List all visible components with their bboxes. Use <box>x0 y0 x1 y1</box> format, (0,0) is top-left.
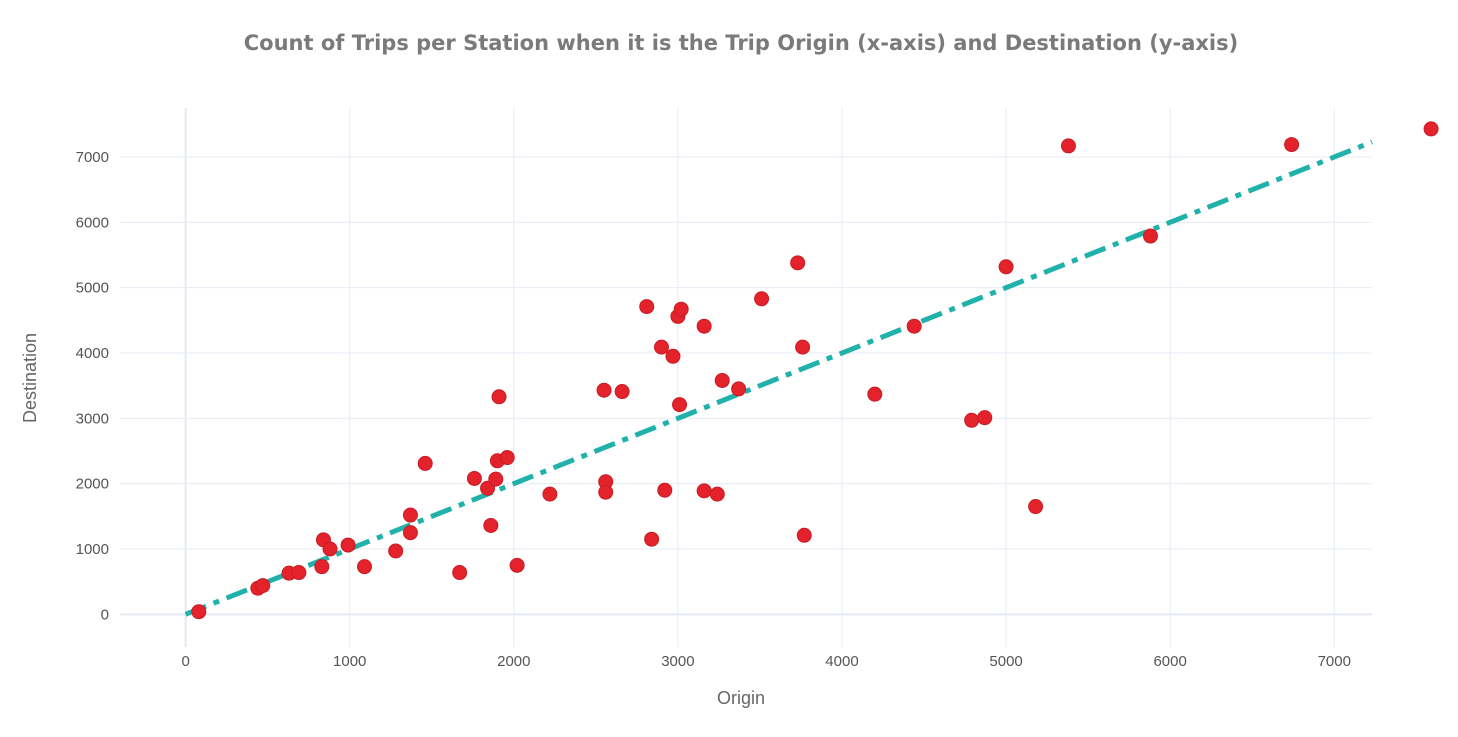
y-tick-label: 3000 <box>76 410 109 427</box>
data-point[interactable] <box>191 604 207 620</box>
data-point[interactable] <box>598 484 614 500</box>
data-point[interactable] <box>291 565 307 581</box>
data-point[interactable] <box>867 386 883 402</box>
y-tick-label: 1000 <box>76 541 109 558</box>
data-point[interactable] <box>388 543 404 559</box>
chart-title: Count of Trips per Station when it is th… <box>244 31 1238 55</box>
data-point[interactable] <box>796 527 812 543</box>
data-point[interactable] <box>977 410 993 426</box>
line-layer <box>184 139 1373 617</box>
data-point[interactable] <box>998 259 1014 275</box>
x-axis-ticks: 0 1000 2000 3000 4000 5000 6000 7000 <box>181 653 1350 670</box>
data-point[interactable] <box>614 384 630 400</box>
reference-line-y-equals-x <box>184 139 1373 617</box>
data-point[interactable] <box>639 299 655 315</box>
data-point[interactable] <box>356 559 372 575</box>
data-point[interactable] <box>644 531 660 547</box>
grid-layer <box>120 108 1372 647</box>
data-point[interactable] <box>314 559 330 575</box>
data-point[interactable] <box>499 450 515 466</box>
y-tick-label: 6000 <box>76 214 109 231</box>
data-point[interactable] <box>340 537 356 553</box>
x-axis-label: Origin <box>717 688 765 708</box>
x-tick-label: 5000 <box>989 653 1022 670</box>
data-point[interactable] <box>452 565 468 581</box>
data-point[interactable] <box>673 301 689 317</box>
points-layer <box>191 121 1439 620</box>
data-point[interactable] <box>906 318 922 334</box>
y-tick-label: 5000 <box>76 280 109 297</box>
data-point[interactable] <box>402 507 418 523</box>
data-point[interactable] <box>653 339 669 355</box>
data-point[interactable] <box>402 525 418 541</box>
x-tick-label: 1000 <box>333 653 366 670</box>
data-point[interactable] <box>596 382 612 398</box>
y-tick-label: 0 <box>101 606 109 623</box>
data-point[interactable] <box>322 541 338 557</box>
x-tick-label: 6000 <box>1153 653 1186 670</box>
data-point[interactable] <box>665 348 681 364</box>
data-point[interactable] <box>466 470 482 486</box>
data-point[interactable] <box>657 482 673 498</box>
x-tick-label: 4000 <box>825 653 858 670</box>
y-tick-label: 2000 <box>76 476 109 493</box>
data-point[interactable] <box>964 412 980 428</box>
data-point[interactable] <box>417 455 433 471</box>
data-point[interactable] <box>731 381 747 397</box>
data-point[interactable] <box>1142 228 1158 244</box>
data-point[interactable] <box>1423 121 1439 137</box>
data-point[interactable] <box>1060 138 1076 154</box>
data-point[interactable] <box>509 557 525 573</box>
data-point[interactable] <box>795 339 811 355</box>
y-axis-ticks: 0 1000 2000 3000 4000 5000 6000 7000 <box>76 149 109 623</box>
data-point[interactable] <box>1028 499 1044 515</box>
y-axis-label: Destination <box>20 333 40 423</box>
y-tick-label: 4000 <box>76 345 109 362</box>
data-point[interactable] <box>483 517 499 533</box>
x-tick-label: 2000 <box>497 653 530 670</box>
data-point[interactable] <box>696 483 712 499</box>
data-point[interactable] <box>672 397 688 413</box>
data-point[interactable] <box>1284 137 1300 153</box>
data-point[interactable] <box>709 486 725 502</box>
x-tick-label: 7000 <box>1318 653 1351 670</box>
data-point[interactable] <box>255 578 271 594</box>
data-point[interactable] <box>790 255 806 271</box>
data-point[interactable] <box>491 389 507 405</box>
y-tick-label: 7000 <box>76 149 109 166</box>
data-point[interactable] <box>488 471 504 487</box>
x-tick-label: 0 <box>181 653 189 670</box>
data-point[interactable] <box>754 291 770 307</box>
data-point[interactable] <box>696 318 712 334</box>
data-point[interactable] <box>542 486 558 502</box>
x-tick-label: 3000 <box>661 653 694 670</box>
data-point[interactable] <box>714 372 730 388</box>
